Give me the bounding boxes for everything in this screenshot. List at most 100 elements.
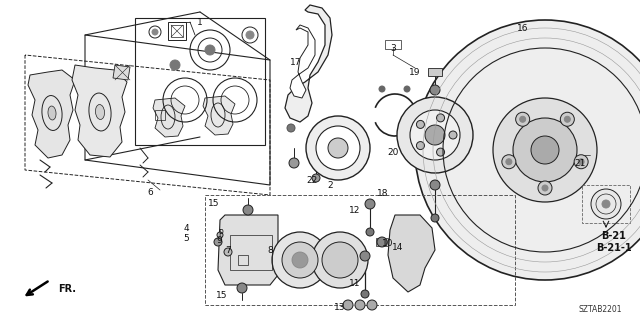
Polygon shape bbox=[28, 70, 75, 158]
Text: 6: 6 bbox=[147, 188, 153, 196]
Circle shape bbox=[506, 159, 512, 165]
Text: 19: 19 bbox=[409, 68, 420, 76]
Bar bbox=[168, 22, 186, 40]
Circle shape bbox=[430, 180, 440, 190]
Circle shape bbox=[564, 116, 570, 122]
Bar bbox=[230, 235, 272, 270]
Circle shape bbox=[520, 116, 525, 122]
Circle shape bbox=[602, 200, 610, 208]
Circle shape bbox=[316, 126, 360, 170]
Bar bbox=[155, 110, 165, 120]
Circle shape bbox=[366, 228, 374, 236]
Circle shape bbox=[513, 118, 577, 182]
Text: SZTAB2201: SZTAB2201 bbox=[579, 306, 621, 315]
Ellipse shape bbox=[89, 93, 111, 131]
Text: 20: 20 bbox=[387, 148, 399, 156]
Circle shape bbox=[591, 189, 621, 219]
Circle shape bbox=[449, 131, 457, 139]
Circle shape bbox=[292, 252, 308, 268]
Bar bbox=[205, 195, 515, 305]
Bar bbox=[171, 25, 183, 37]
Text: 15: 15 bbox=[208, 198, 220, 207]
Circle shape bbox=[287, 124, 295, 132]
Ellipse shape bbox=[48, 106, 56, 120]
Circle shape bbox=[538, 181, 552, 195]
Circle shape bbox=[367, 300, 377, 310]
Ellipse shape bbox=[95, 105, 104, 119]
Circle shape bbox=[436, 114, 445, 122]
Circle shape bbox=[343, 300, 353, 310]
Text: 7: 7 bbox=[225, 245, 231, 254]
Bar bbox=[238, 255, 248, 265]
Circle shape bbox=[289, 158, 299, 168]
Polygon shape bbox=[72, 65, 127, 157]
Circle shape bbox=[578, 159, 584, 165]
Text: B-21: B-21 bbox=[602, 231, 627, 241]
Circle shape bbox=[377, 237, 387, 247]
Text: FR.: FR. bbox=[58, 284, 76, 294]
Circle shape bbox=[322, 242, 358, 278]
Text: B-21-1: B-21-1 bbox=[596, 243, 632, 253]
Circle shape bbox=[397, 97, 473, 173]
Text: 15: 15 bbox=[216, 291, 228, 300]
Circle shape bbox=[312, 232, 368, 288]
Ellipse shape bbox=[161, 105, 175, 129]
Circle shape bbox=[214, 238, 222, 246]
Circle shape bbox=[306, 116, 370, 180]
Text: 17: 17 bbox=[291, 58, 301, 67]
Circle shape bbox=[328, 138, 348, 158]
Circle shape bbox=[410, 110, 460, 160]
Circle shape bbox=[246, 31, 254, 39]
Bar bbox=[582, 185, 630, 223]
Circle shape bbox=[493, 98, 597, 202]
Polygon shape bbox=[113, 65, 130, 80]
Text: 13: 13 bbox=[334, 303, 346, 313]
Circle shape bbox=[431, 214, 439, 222]
Bar bbox=[385, 40, 401, 49]
Circle shape bbox=[502, 155, 516, 169]
Polygon shape bbox=[290, 25, 315, 98]
Circle shape bbox=[243, 205, 253, 215]
Circle shape bbox=[425, 125, 445, 145]
Circle shape bbox=[361, 290, 369, 298]
Text: 12: 12 bbox=[349, 205, 361, 214]
Text: 11: 11 bbox=[349, 278, 361, 287]
Circle shape bbox=[516, 112, 530, 126]
Circle shape bbox=[561, 112, 574, 126]
Text: 16: 16 bbox=[517, 23, 529, 33]
Polygon shape bbox=[218, 215, 278, 285]
Ellipse shape bbox=[42, 96, 62, 131]
Ellipse shape bbox=[211, 103, 225, 127]
Circle shape bbox=[217, 232, 223, 238]
Bar bbox=[428, 68, 442, 76]
Text: 8: 8 bbox=[267, 245, 273, 254]
Circle shape bbox=[404, 86, 410, 92]
Circle shape bbox=[170, 60, 180, 70]
Text: 22: 22 bbox=[307, 175, 317, 185]
Circle shape bbox=[282, 242, 318, 278]
Text: 1: 1 bbox=[197, 18, 203, 27]
Text: P: P bbox=[219, 228, 223, 237]
Circle shape bbox=[430, 85, 440, 95]
Circle shape bbox=[531, 136, 559, 164]
Text: 18: 18 bbox=[377, 188, 388, 197]
Text: 14: 14 bbox=[392, 243, 404, 252]
Text: 10: 10 bbox=[382, 238, 394, 247]
Text: 5: 5 bbox=[183, 234, 189, 243]
Circle shape bbox=[436, 148, 445, 156]
Circle shape bbox=[355, 300, 365, 310]
Text: 3: 3 bbox=[390, 44, 396, 52]
Circle shape bbox=[379, 86, 385, 92]
Text: 4: 4 bbox=[183, 223, 189, 233]
Text: 21: 21 bbox=[574, 158, 586, 167]
Polygon shape bbox=[285, 5, 332, 122]
Polygon shape bbox=[203, 96, 235, 135]
Circle shape bbox=[312, 174, 320, 182]
Circle shape bbox=[224, 248, 232, 256]
Polygon shape bbox=[388, 215, 435, 292]
Bar bbox=[376, 238, 388, 246]
Circle shape bbox=[360, 251, 370, 261]
Circle shape bbox=[574, 155, 588, 169]
Circle shape bbox=[415, 20, 640, 280]
Circle shape bbox=[417, 141, 424, 149]
